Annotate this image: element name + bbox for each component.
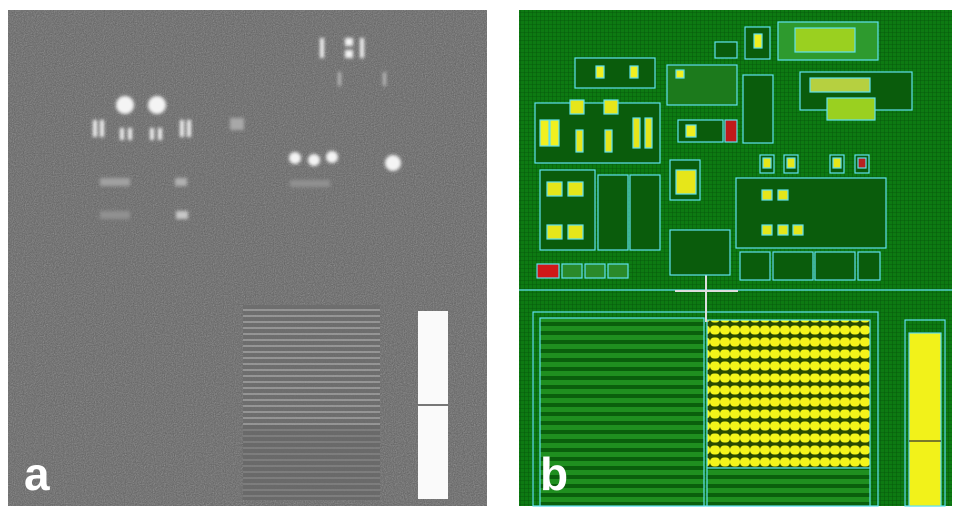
yellow-column xyxy=(909,333,941,506)
figure: a xyxy=(0,0,958,510)
panel-a: a xyxy=(8,10,487,506)
panel-label: b xyxy=(540,448,568,500)
yellow-array xyxy=(707,320,870,468)
page: {"panels": [{"label": "a"}, {"label": "b… xyxy=(0,0,958,510)
panel-label: a xyxy=(24,448,50,500)
green-array-lower xyxy=(707,468,870,506)
panel-b: b xyxy=(519,10,952,506)
lower-square xyxy=(243,425,380,500)
